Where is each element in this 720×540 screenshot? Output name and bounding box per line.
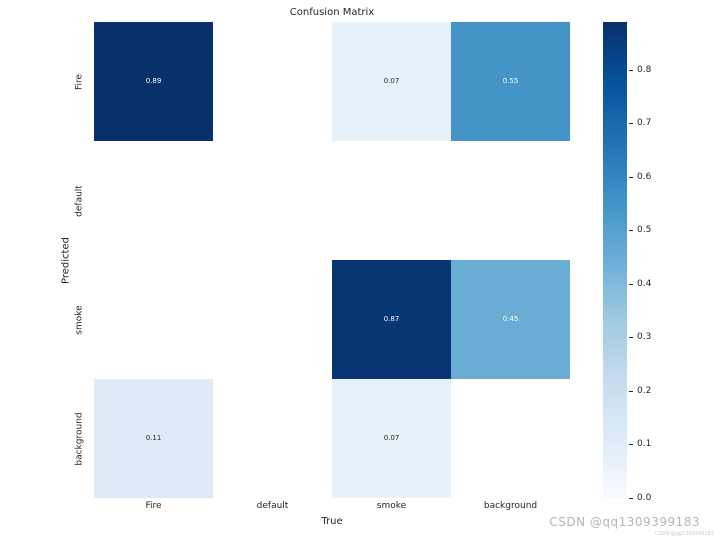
cell-annotation: 0.89 (145, 77, 162, 85)
cell-annotation: 0.07 (383, 434, 400, 442)
y-tick-label: background (74, 411, 85, 466)
colorbar-tick-mark (629, 390, 633, 392)
y-axis-label: Predicted (60, 237, 72, 284)
colorbar-tick-mark (629, 176, 633, 178)
x-tick-label: Fire (145, 501, 162, 511)
chart-title: Confusion Matrix (289, 7, 375, 18)
heatmap-cell: 0.11 (94, 379, 213, 498)
heatmap-grid: 0.89 0.07 0.55 0.87 0.45 0.11 0.07 (94, 22, 570, 498)
heatmap-cell (94, 141, 213, 260)
colorbar-tick-mark (629, 123, 633, 125)
colorbar-tick-mark (629, 283, 633, 285)
colorbar (603, 22, 627, 498)
heatmap-cell: 0.07 (332, 379, 451, 498)
colorbar-ticks: 0.0 0.1 0.2 0.3 0.4 0.5 0.6 0.7 0.8 (627, 22, 687, 503)
x-tick-label: default (256, 501, 289, 511)
heatmap-cell (451, 379, 570, 498)
colorbar-tick-label: 0.4 (637, 278, 652, 289)
heatmap-cell (94, 260, 213, 379)
heatmap-cell (213, 379, 332, 498)
y-tick-label: default (74, 184, 85, 217)
y-tick-label: smoke (74, 304, 85, 335)
colorbar-tick-label: 0.2 (637, 385, 652, 396)
heatmap-cell: 0.55 (451, 22, 570, 141)
x-axis-label: True (321, 516, 343, 527)
heatmap-cell (332, 141, 451, 260)
y-tick-label: Fire (74, 73, 85, 90)
watermark-small: CSDN @qq1309399183 (654, 531, 714, 537)
colorbar-tick-mark (629, 230, 633, 232)
heatmap-cell: 0.45 (451, 260, 570, 379)
watermark: CSDN @qq1309399183 (549, 515, 700, 529)
cell-annotation: 0.11 (145, 434, 162, 442)
colorbar-tick-mark (629, 444, 633, 446)
x-tick-label: background (483, 501, 538, 511)
colorbar-tick-label: 0.0 (637, 492, 652, 503)
cell-annotation: 0.07 (383, 77, 400, 85)
colorbar-tick-label: 0.1 (637, 439, 652, 450)
colorbar-tick-mark (629, 497, 633, 499)
heatmap-cell: 0.87 (332, 260, 451, 379)
colorbar-tick-label: 0.7 (637, 118, 652, 129)
heatmap-cell (213, 260, 332, 379)
colorbar-tick-label: 0.3 (637, 332, 652, 343)
colorbar-tick-mark (629, 69, 633, 71)
cell-annotation: 0.55 (502, 77, 519, 85)
heatmap-cell (451, 141, 570, 260)
cell-annotation: 0.45 (502, 315, 519, 323)
colorbar-tick-label: 0.5 (637, 225, 652, 236)
colorbar-tick-mark (629, 337, 633, 339)
heatmap-cell (213, 22, 332, 141)
x-tick-label: smoke (376, 501, 407, 511)
heatmap-cell: 0.89 (94, 22, 213, 141)
cell-annotation: 0.87 (383, 315, 400, 323)
colorbar-tick-label: 0.6 (637, 171, 652, 182)
heatmap-cell (213, 141, 332, 260)
heatmap-cell: 0.07 (332, 22, 451, 141)
colorbar-tick-label: 0.8 (637, 64, 652, 75)
